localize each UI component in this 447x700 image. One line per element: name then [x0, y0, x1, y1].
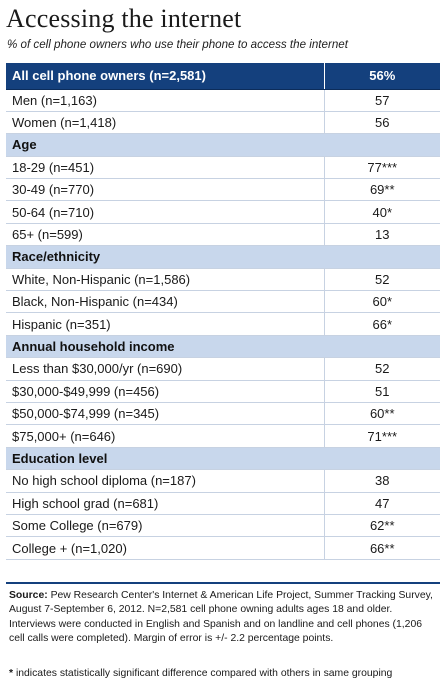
significance-note: * indicates statistically significant di…: [9, 667, 437, 680]
note-symbol: *: [9, 668, 14, 679]
table-row: 18-29 (n=451) 77***: [6, 156, 440, 180]
row-label: $50,000-$74,999 (n=345): [6, 402, 324, 426]
section-header-row: Education level: [6, 447, 440, 471]
row-label: Less than $30,000/yr (n=690): [6, 357, 324, 381]
overall-row: All cell phone owners (n=2,581) 56%: [6, 63, 440, 90]
section-heading: Race/ethnicity: [6, 245, 324, 269]
table-row: Women (n=1,418) 56: [6, 111, 440, 135]
section-heading-blank: [323, 245, 440, 269]
row-value: 52: [323, 357, 440, 381]
section-heading-blank: [323, 447, 440, 471]
note-text: indicates statistically significant diff…: [15, 668, 393, 679]
footer-divider: [6, 582, 440, 584]
row-label: 65+ (n=599): [6, 223, 324, 247]
row-value: 77***: [323, 156, 440, 180]
section-heading-blank: [323, 335, 440, 359]
table-row: White, Non-Hispanic (n=1,586) 52: [6, 268, 440, 292]
row-value: 38: [323, 469, 440, 493]
table-row: Hispanic (n=351) 66*: [6, 312, 440, 336]
source-label: Source:: [9, 590, 48, 601]
row-label: Men (n=1,163): [6, 89, 324, 112]
section-heading: Annual household income: [6, 335, 324, 359]
row-value: 47: [323, 492, 440, 515]
row-value: 71***: [323, 424, 440, 448]
row-value: 69**: [323, 178, 440, 202]
row-label: 30-49 (n=770): [6, 178, 324, 202]
section-heading-blank: [323, 133, 440, 157]
row-label: Some College (n=679): [6, 514, 324, 538]
row-value: 52: [323, 268, 440, 292]
row-value: 60**: [323, 402, 440, 426]
data-table-body: All cell phone owners (n=2,581) 56% Men …: [6, 63, 440, 560]
data-table: All cell phone owners (n=2,581) 56% Men …: [6, 63, 440, 560]
section-heading: Education level: [6, 447, 324, 471]
row-value: 66*: [323, 312, 440, 336]
table-row: 50-64 (n=710) 40*: [6, 200, 440, 224]
source-note: Source: Pew Research Center's Internet &…: [9, 589, 437, 647]
table-row: College + (n=1,020) 66**: [6, 536, 440, 560]
section-heading: Age: [6, 133, 324, 157]
row-value: 57: [323, 89, 440, 112]
row-label: White, Non-Hispanic (n=1,586): [6, 268, 324, 292]
table-row: High school grad (n=681) 47: [6, 492, 440, 515]
row-label: 18-29 (n=451): [6, 156, 324, 180]
row-value: 40*: [323, 200, 440, 224]
section-header-row: Race/ethnicity: [6, 245, 440, 269]
row-label: No high school diploma (n=187): [6, 469, 324, 493]
table-row: Men (n=1,163) 57: [6, 89, 440, 112]
section-header-row: Annual household income: [6, 335, 440, 359]
table-row: Less than $30,000/yr (n=690) 52: [6, 357, 440, 381]
section-header-row: Age: [6, 133, 440, 157]
overall-label: All cell phone owners (n=2,581): [6, 63, 324, 90]
table-row: No high school diploma (n=187) 38: [6, 469, 440, 493]
row-value: 66**: [323, 536, 440, 560]
row-value: 62**: [323, 514, 440, 538]
row-label: Women (n=1,418): [6, 111, 324, 135]
row-value: 60*: [323, 290, 440, 314]
row-label: 50-64 (n=710): [6, 200, 324, 224]
row-label: Hispanic (n=351): [6, 312, 324, 336]
row-value: 56: [323, 111, 440, 135]
overall-value: 56%: [323, 63, 440, 90]
table-row: Some College (n=679) 62**: [6, 514, 440, 538]
row-label: College + (n=1,020): [6, 536, 324, 560]
table-row: 30-49 (n=770) 69**: [6, 178, 440, 202]
table-row: Black, Non-Hispanic (n=434) 60*: [6, 290, 440, 314]
table-row: $50,000-$74,999 (n=345) 60**: [6, 402, 440, 426]
table-row: $75,000+ (n=646) 71***: [6, 424, 440, 448]
source-text: Pew Research Center's Internet & America…: [9, 590, 433, 645]
row-value: 51: [323, 380, 440, 403]
table-row: 65+ (n=599) 13: [6, 223, 440, 247]
figure-subtitle: % of cell phone owners who use their pho…: [7, 38, 348, 51]
table-row: $30,000-$49,999 (n=456) 51: [6, 380, 440, 403]
row-value: 13: [323, 223, 440, 247]
row-label: $30,000-$49,999 (n=456): [6, 380, 324, 403]
row-label: $75,000+ (n=646): [6, 424, 324, 448]
row-label: Black, Non-Hispanic (n=434): [6, 290, 324, 314]
row-label: High school grad (n=681): [6, 492, 324, 515]
figure-title: Accessing the internet: [6, 4, 242, 33]
